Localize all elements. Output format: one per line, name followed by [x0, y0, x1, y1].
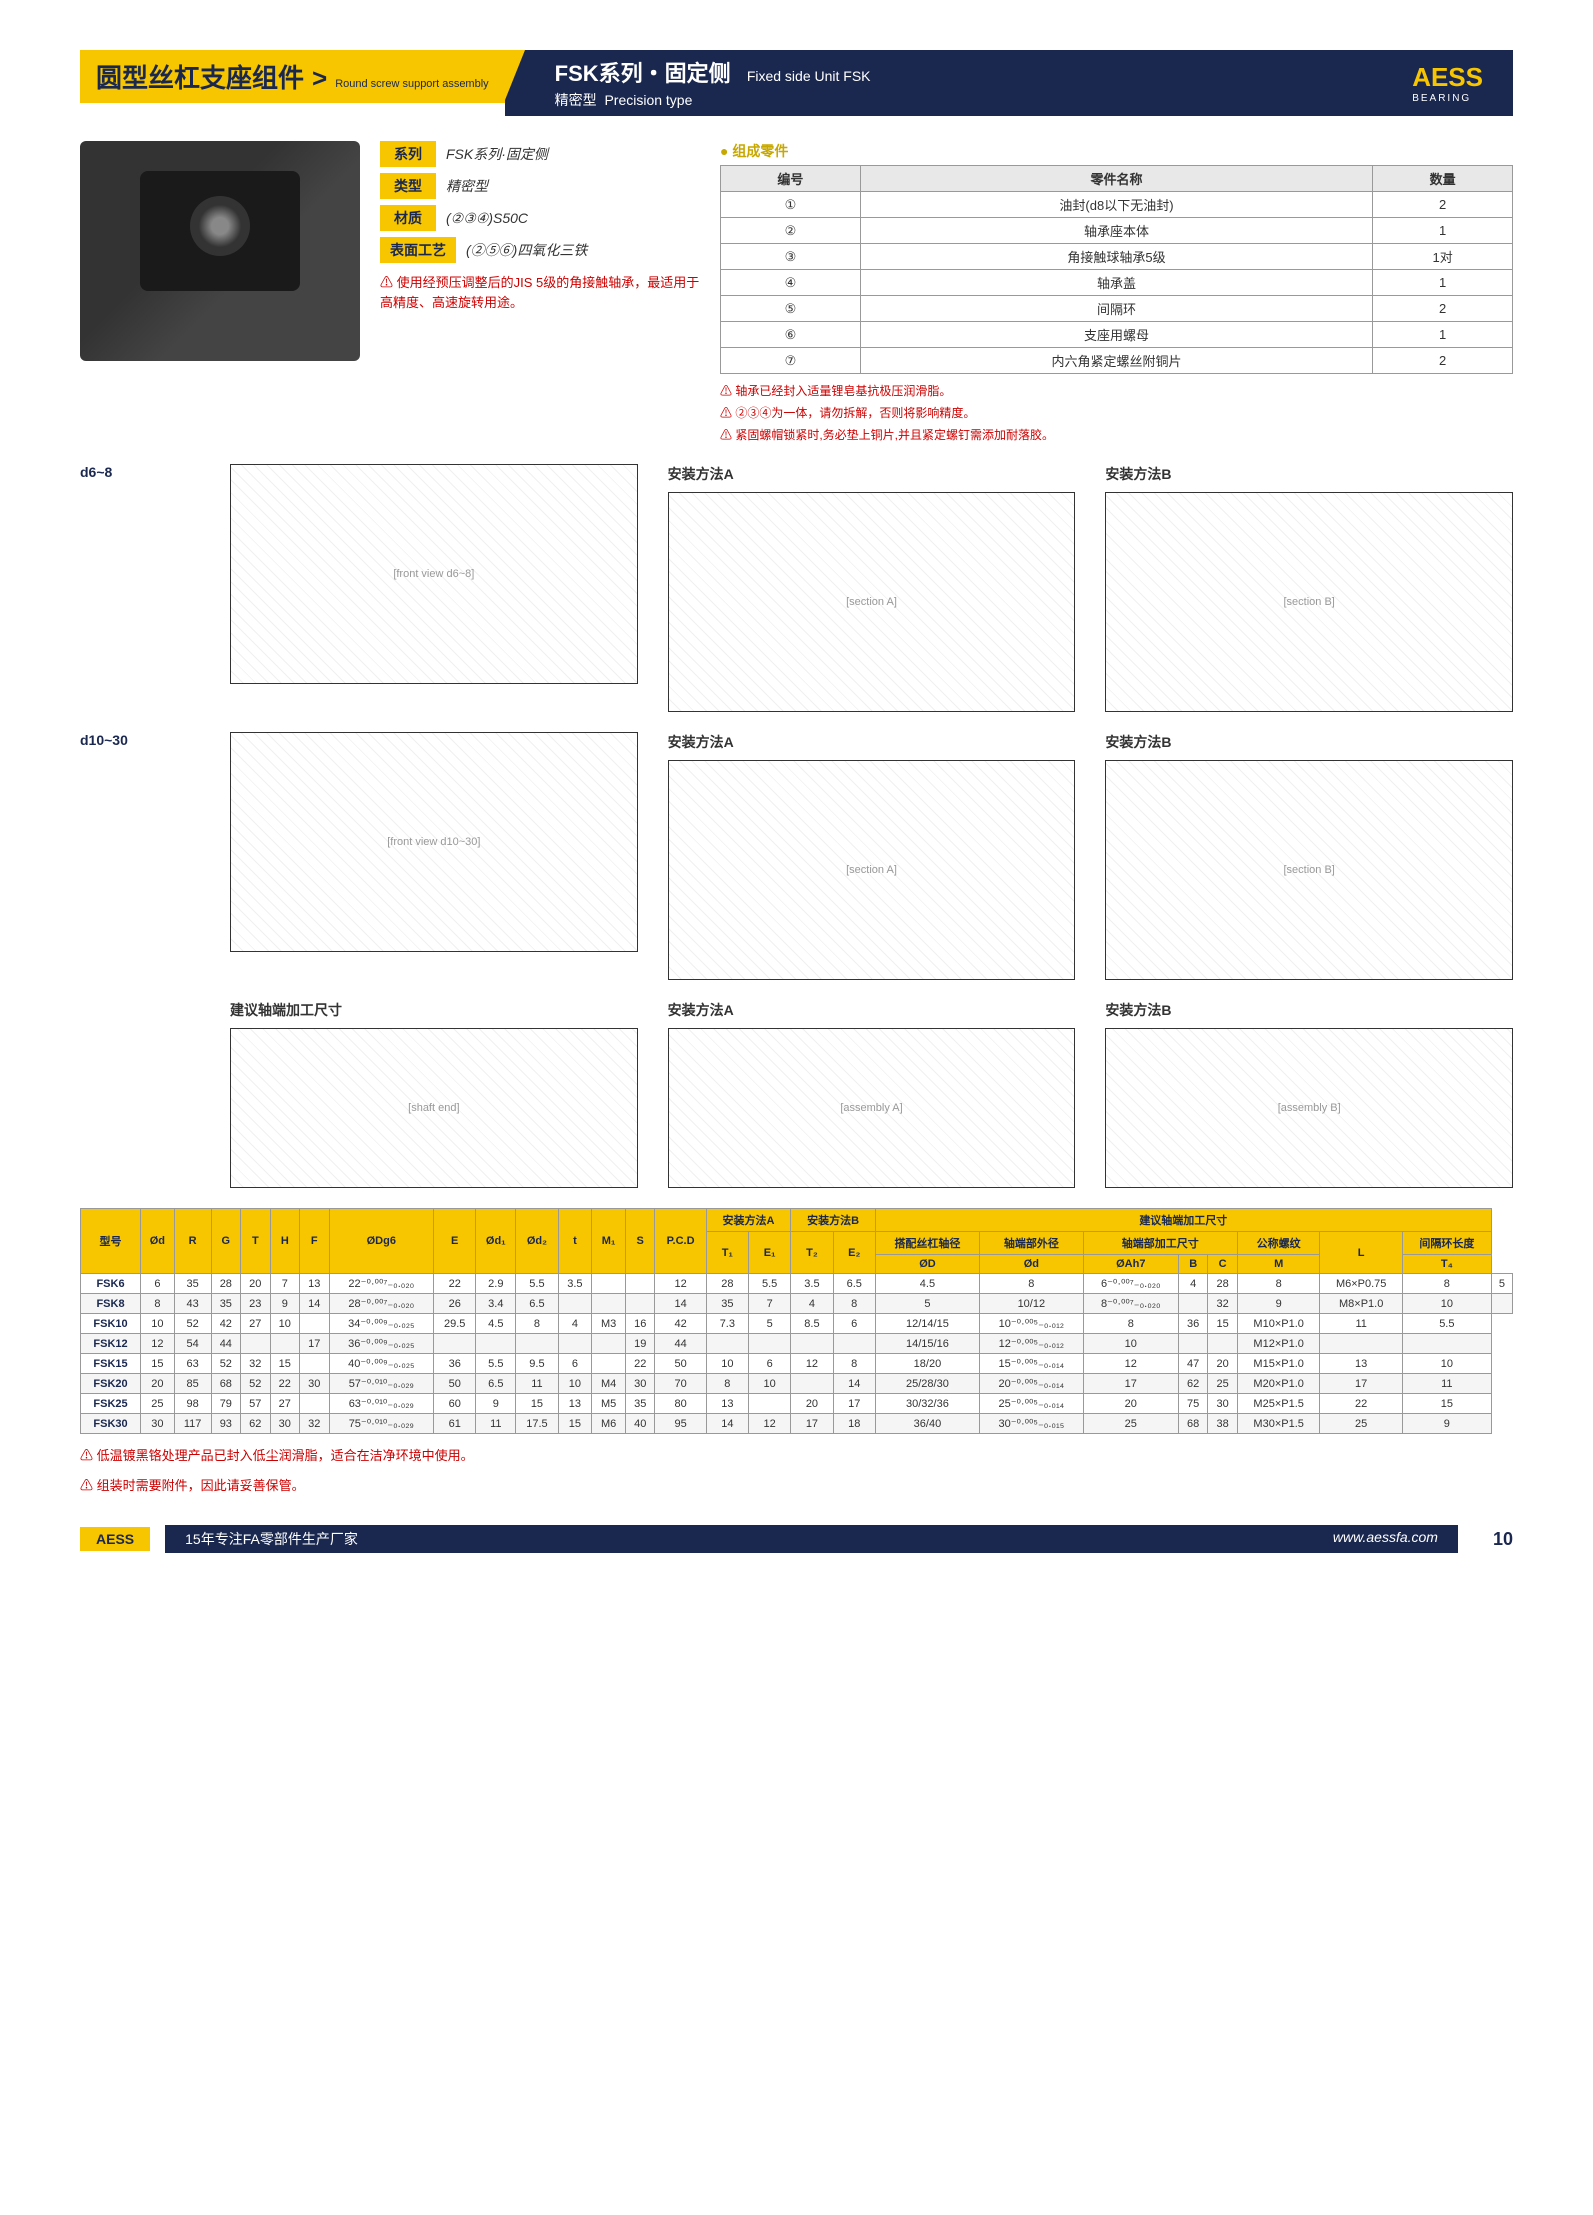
size-label-2: d10~30 [80, 732, 200, 748]
mid-section: 系列FSK系列·固定侧类型精密型材质(②③④)S50C表面工艺(②⑤⑥)四氧化三… [80, 141, 1513, 444]
parts-notes: 轴承已经封入适量锂皂基抗极压润滑脂。 ②③④为一体，请勿拆解，否则将影响精度。紧固… [720, 382, 1513, 444]
warning-note: ②③④为一体，请勿拆解，否则将影响精度。 [720, 404, 1513, 422]
bottom-note: 低温镀黑铬处理产品已封入低尘润滑脂，适合在洁净环境中使用。 [80, 1446, 1513, 1466]
dimension-row: FSK10105242271034⁻⁰·⁰⁰⁹₋₀.₀₂₅29.54.584M3… [81, 1314, 1513, 1334]
parts-row: ①油封(d8以下无油封)2 [721, 192, 1513, 218]
footer: AESS 15年专注FA零部件生产厂家 www.aessfa.com 10 [80, 1525, 1513, 1553]
spec-value: (②③④)S50C [436, 207, 538, 230]
spec-row: 材质(②③④)S50C [380, 205, 700, 231]
parts-row: ②轴承座本体1 [721, 218, 1513, 244]
parts-row: ③角接触球轴承5级1对 [721, 244, 1513, 270]
spec-row: 表面工艺(②⑤⑥)四氧化三铁 [380, 237, 700, 263]
footer-banner: 15年专注FA零部件生产厂家 www.aessfa.com [165, 1525, 1458, 1553]
spec-value: 精密型 [436, 173, 498, 199]
parts-row: ⑥支座用螺母1 [721, 322, 1513, 348]
dimension-table: 型号ØdRGTHFØDg6EØd₁Ød₂tM₁SP.C.D安装方法A安装方法B建… [80, 1208, 1513, 1434]
diagram-methodA-small: 安装方法A [section A] [668, 464, 1076, 712]
diagrams-section: d6~8 [front view d6~8] 安装方法A [section A]… [80, 464, 1513, 1188]
bottom-note: 组装时需要附件，因此请妥善保管。 [80, 1476, 1513, 1496]
size-label-1: d6~8 [80, 464, 200, 480]
parts-row: ⑦内六角紧定螺丝附铜片2 [721, 348, 1513, 374]
spec-row: 系列FSK系列·固定侧 [380, 141, 700, 167]
parts-table: 编号零件名称数量 ①油封(d8以下无油封)2②轴承座本体1③角接触球轴承5级1对… [720, 165, 1513, 374]
page-number: 10 [1493, 1529, 1513, 1550]
parts-row: ④轴承盖1 [721, 270, 1513, 296]
dimension-row: FSK25259879572763⁻⁰·⁰¹⁰₋₀.₀₂₉6091513M535… [81, 1394, 1513, 1414]
diagram-shaft-B: 安装方法B [assembly B] [1105, 1000, 1513, 1188]
warning-note: 紧固螺帽锁紧时,务必垫上铜片,并且紧定螺钉需添加耐落胶。 [720, 426, 1513, 444]
title-en: Round screw support assembly [335, 78, 488, 90]
diagram-methodA-large: 安装方法A [section A] [668, 732, 1076, 980]
diagram-front-small: [front view d6~8] [230, 464, 638, 684]
product-photo [80, 141, 360, 361]
parts-section: 组成零件 编号零件名称数量 ①油封(d8以下无油封)2②轴承座本体1③角接触球轴… [720, 141, 1513, 444]
title-cn: 圆型丝杠支座组件 [96, 58, 304, 95]
warning-note: 轴承已经封入适量锂皂基抗极压润滑脂。 [720, 382, 1513, 400]
spec-value: FSK系列·固定侧 [436, 141, 558, 167]
diagram-methodB-large: 安装方法B [section B] [1105, 732, 1513, 980]
spec-note: 使用经预压调整后的JIS 5级的角接触轴承，最适用于高精度、高速旋转用途。 [380, 273, 700, 312]
dimension-row: FSK121254441736⁻⁰·⁰⁰⁹₋₀.₀₂₅194414/15/161… [81, 1334, 1513, 1354]
title-left: 圆型丝杠支座组件 > Round screw support assembly [80, 50, 505, 103]
diagram-front-large: [front view d10~30] [230, 732, 638, 952]
dimension-row: FSK8843352391428⁻⁰·⁰⁰⁷₋₀.₀₂₀263.46.51435… [81, 1294, 1513, 1314]
dimension-row: FSK2020856852223057⁻⁰·⁰¹⁰₋₀.₀₂₉506.51110… [81, 1374, 1513, 1394]
diagram-shaft: 建议轴端加工尺寸 [shaft end] [230, 1000, 638, 1188]
type-line: 精密型 Precision type [555, 90, 871, 110]
spec-label: 材质 [380, 205, 436, 231]
brand-block: AESS BEARING [1412, 62, 1483, 104]
bottom-notes: 低温镀黑铬处理产品已封入低尘润滑脂，适合在洁净环境中使用。组装时需要附件，因此请… [80, 1446, 1513, 1495]
spec-value: (②⑤⑥)四氧化三铁 [456, 237, 597, 263]
spec-list: 系列FSK系列·固定侧类型精密型材质(②③④)S50C表面工艺(②⑤⑥)四氧化三… [380, 141, 700, 444]
spec-row: 类型精密型 [380, 173, 700, 199]
title-arrow: > [312, 63, 327, 94]
footer-brand: AESS [80, 1527, 150, 1551]
page-header: 圆型丝杠支座组件 > Round screw support assembly … [80, 50, 1513, 116]
dimension-row: FSK15156352321540⁻⁰·⁰⁰⁹₋₀.₀₂₅365.59.5622… [81, 1354, 1513, 1374]
spec-label: 表面工艺 [380, 237, 456, 263]
parts-title: 组成零件 [720, 141, 1513, 161]
series-title: FSK系列・固定侧 Fixed side Unit FSK [555, 56, 871, 88]
spec-label: 系列 [380, 141, 436, 167]
dimension-row: FSK30301179362303275⁻⁰·⁰¹⁰₋₀.₀₂₉611117.5… [81, 1414, 1513, 1434]
parts-row: ⑤间隔环2 [721, 296, 1513, 322]
spec-label: 类型 [380, 173, 436, 199]
diagram-methodB-small: 安装方法B [section B] [1105, 464, 1513, 712]
dimension-row: FSK6635282071322⁻⁰·⁰⁰⁷₋₀.₀₂₀222.95.53.51… [81, 1274, 1513, 1294]
diagram-shaft-A: 安装方法A [assembly A] [668, 1000, 1076, 1188]
title-right: FSK系列・固定侧 Fixed side Unit FSK 精密型 Precis… [505, 50, 1513, 116]
